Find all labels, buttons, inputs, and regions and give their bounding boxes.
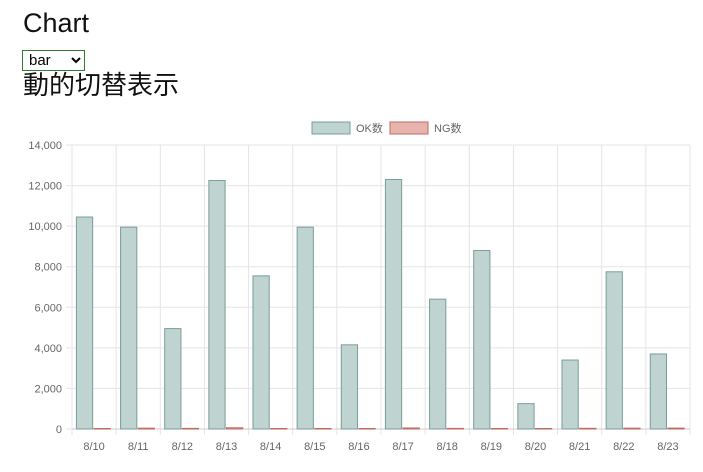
bar-ng [93, 428, 111, 430]
x-tick-label: 8/11 [128, 441, 149, 453]
y-tick-label: 12,000 [28, 181, 62, 193]
x-tick-label: 8/14 [260, 441, 281, 453]
x-tick-label: 8/15 [304, 441, 325, 453]
y-tick-label: 4,000 [34, 343, 62, 355]
bar-ng [358, 428, 376, 430]
x-tick-label: 8/21 [569, 441, 590, 453]
x-tick-label: 8/12 [172, 441, 193, 453]
y-tick-label: 14,000 [28, 140, 62, 152]
bar-ok [296, 226, 314, 430]
x-tick-label: 8/10 [83, 441, 104, 453]
bar-ng [137, 427, 155, 430]
x-tick-label: 8/18 [437, 441, 458, 453]
bar-ok [120, 226, 138, 430]
y-tick-label: 10,000 [28, 221, 62, 233]
bar-ok [429, 298, 447, 430]
bar-ok [649, 353, 668, 430]
y-tick-label: 2,000 [34, 383, 62, 395]
page-subtitle: 動的切替表示 [23, 71, 180, 101]
legend-swatch [311, 121, 351, 135]
x-tick-label: 8/17 [392, 441, 413, 453]
bar-ok [252, 275, 270, 430]
bar-ok [384, 178, 403, 430]
bar-ok [605, 271, 623, 430]
legend-label: OK数 [356, 122, 383, 135]
x-tick-label: 8/23 [657, 441, 678, 453]
page-title: Chart [23, 8, 90, 38]
bar-ok [340, 344, 359, 430]
bar-ng [667, 427, 685, 430]
bar-ng [446, 427, 464, 430]
x-tick-label: 8/13 [216, 441, 237, 453]
bar-ng [270, 428, 288, 430]
bar-ng [314, 428, 332, 430]
x-tick-label: 8/19 [481, 441, 502, 453]
bar-ng [402, 427, 420, 430]
y-tick-label: 0 [56, 424, 62, 436]
bar-ng [623, 427, 641, 430]
y-tick-label: 8,000 [34, 262, 62, 274]
y-tick-label: 6,000 [34, 302, 62, 314]
x-tick-label: 8/20 [525, 441, 546, 453]
bar-ok [561, 359, 579, 430]
bar-ok [75, 216, 94, 430]
bar-ok [473, 249, 491, 430]
legend-swatch [389, 121, 429, 135]
chart-type-select[interactable]: bar [22, 50, 85, 71]
bar-ng [490, 428, 509, 430]
bar-ng [181, 427, 200, 430]
bar-ng [579, 427, 597, 430]
bar-ok [208, 180, 226, 430]
x-tick-label: 8/22 [613, 441, 634, 453]
bar-ok [164, 328, 182, 430]
bar-ng [535, 428, 553, 430]
bar-ng [226, 427, 244, 430]
bar-ok [517, 403, 535, 430]
x-tick-label: 8/16 [348, 441, 369, 453]
legend-label: NG数 [434, 122, 462, 135]
